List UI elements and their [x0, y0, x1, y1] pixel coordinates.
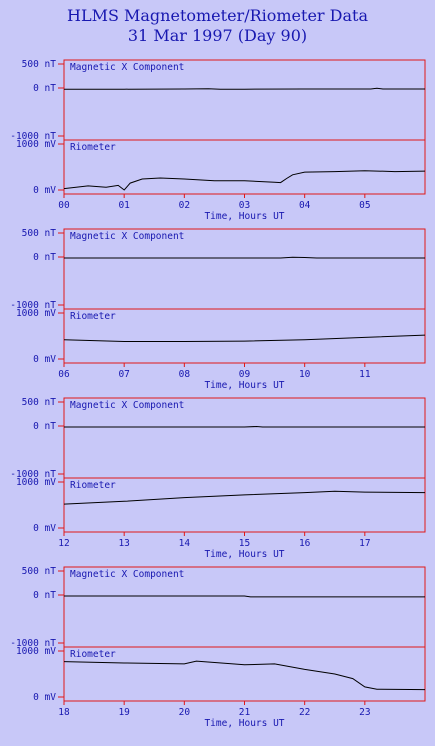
- x-tick-label: 12: [58, 538, 69, 549]
- x-axis-label: Time, Hours UT: [204, 718, 284, 729]
- y-tick-label: 0 nT: [33, 421, 56, 432]
- x-tick-label: 22: [299, 707, 310, 718]
- y-tick-label: 0 mV: [33, 354, 56, 365]
- x-tick-label: 06: [58, 369, 70, 380]
- y-tick-label: 0 nT: [33, 590, 56, 601]
- riometer-panel-label: Riometer: [70, 311, 116, 322]
- magnetic-panel-label: Magnetic X Component: [70, 569, 184, 580]
- chart-subtitle: 31 Mar 1997 (Day 90): [127, 26, 308, 45]
- x-tick-label: 14: [179, 538, 191, 549]
- x-tick-label: 03: [239, 200, 250, 211]
- x-tick-label: 01: [118, 200, 130, 211]
- y-tick-label: -1000 nT: [10, 469, 56, 480]
- chart-group-1: Magnetic X Component 500 nT 0 nT -1000 nT Ri…: [10, 228, 426, 391]
- y-tick-label: 1000 mV: [16, 477, 56, 488]
- y-tick-label: 0 nT: [33, 83, 56, 94]
- y-tick-label: 500 nT: [22, 59, 57, 70]
- x-tick-label: 07: [118, 369, 129, 380]
- riometer-series-line: [63, 334, 426, 342]
- chart-group-0: Magnetic X Component 500 nT 0 nT -1000 nT Ri…: [10, 59, 426, 222]
- magnetic-panel-label: Magnetic X Component: [70, 62, 184, 73]
- y-tick-label: -1000 nT: [10, 300, 56, 311]
- y-tick-label: 500 nT: [22, 228, 57, 239]
- x-tick-label: 20: [179, 707, 191, 718]
- y-tick-label: 500 nT: [22, 566, 57, 577]
- x-tick-label: 04: [299, 200, 311, 211]
- riometer-panel-label: Riometer: [70, 649, 116, 660]
- y-tick-label: -1000 nT: [10, 638, 56, 649]
- x-tick-label: 16: [299, 538, 311, 549]
- magnetic-x-series-line: [64, 595, 425, 598]
- x-tick-label: 19: [118, 707, 130, 718]
- x-axis-label: Time, Hours UT: [204, 380, 284, 391]
- x-tick-label: 02: [179, 200, 190, 211]
- y-tick-label: 0 nT: [33, 252, 56, 263]
- panel-frame-2-1: [63, 477, 426, 533]
- panel-frame-3-1: [63, 646, 426, 702]
- chart-group-2: Magnetic X Component 500 nT 0 nT -1000 nT Ri…: [10, 397, 426, 560]
- magnetic-panel-label: Magnetic X Component: [70, 400, 184, 411]
- y-tick-label: 500 nT: [22, 397, 57, 408]
- chart-group-3: Magnetic X Component 500 nT 0 nT -1000 nT Ri…: [10, 566, 426, 729]
- x-tick-label: 23: [359, 707, 370, 718]
- chart-title: HLMS Magnetometer/Riometer Data: [67, 6, 368, 25]
- riometer-panel-label: Riometer: [70, 480, 116, 491]
- magnetic-x-series-line: [64, 256, 425, 259]
- y-tick-label: 1000 mV: [16, 646, 56, 657]
- x-tick-label: 13: [118, 538, 129, 549]
- x-tick-label: 11: [359, 369, 371, 380]
- x-tick-label: 08: [179, 369, 191, 380]
- panel-frame-1-1: [63, 308, 426, 364]
- y-tick-label: 0 mV: [33, 692, 56, 703]
- riometer-series-line: [63, 660, 426, 691]
- x-axis-label: Time, Hours UT: [204, 211, 284, 222]
- x-tick-label: 09: [239, 369, 251, 380]
- x-axis-label: Time, Hours UT: [204, 549, 284, 560]
- x-tick-label: 00: [58, 200, 70, 211]
- y-tick-label: 0 mV: [33, 185, 56, 196]
- magnetic-x-series-line: [64, 87, 425, 90]
- y-tick-label: 0 mV: [33, 523, 56, 534]
- x-tick-label: 18: [58, 707, 70, 718]
- x-tick-label: 15: [239, 538, 250, 549]
- riometer-panel-label: Riometer: [70, 142, 116, 153]
- magnetic-x-series-line: [64, 425, 425, 428]
- riometer-series-line: [63, 490, 426, 505]
- x-tick-label: 10: [299, 369, 311, 380]
- magnetic-panel-label: Magnetic X Component: [70, 231, 184, 242]
- y-tick-label: 1000 mV: [16, 308, 56, 319]
- y-tick-label: 1000 mV: [16, 139, 56, 150]
- riometer-series-line: [63, 170, 426, 191]
- x-tick-label: 17: [359, 538, 370, 549]
- y-tick-label: -1000 nT: [10, 131, 56, 142]
- x-tick-label: 05: [359, 200, 370, 211]
- x-tick-label: 21: [239, 707, 251, 718]
